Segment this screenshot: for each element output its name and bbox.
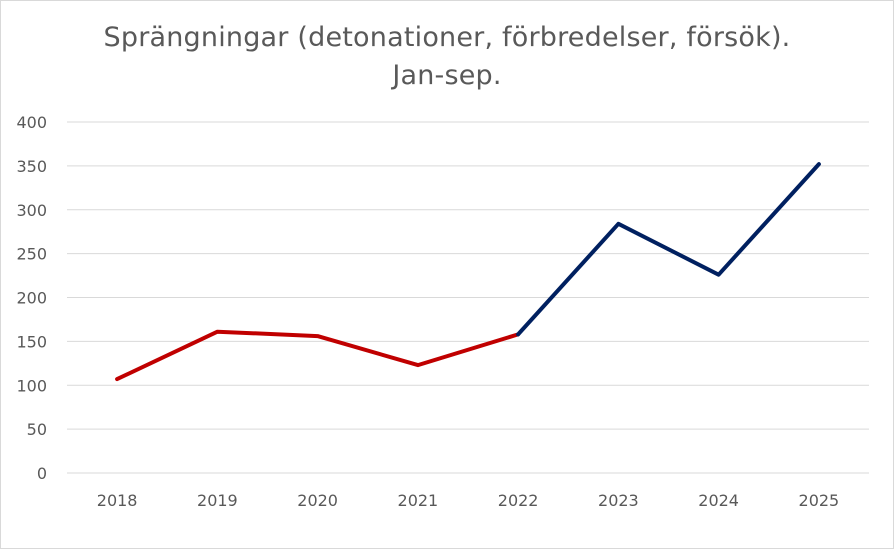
series-line-2022-2025 bbox=[516, 162, 821, 337]
x-tick-label: 2020 bbox=[297, 491, 338, 510]
y-tick-label: 200 bbox=[16, 289, 47, 308]
y-tick-label: 50 bbox=[27, 420, 47, 439]
y-tick-label: 250 bbox=[16, 245, 47, 264]
x-tick-label: 2025 bbox=[799, 491, 840, 510]
y-tick-label: 0 bbox=[37, 464, 47, 483]
x-axis-tick-labels: 2018 2019 2020 2021 2022 2023 2024 2025 bbox=[97, 491, 839, 510]
chart-title-line-1: Sprängningar (detonationer, förbredelser… bbox=[103, 22, 791, 53]
series-line-2018-2022 bbox=[115, 329, 521, 382]
y-tick-label: 400 bbox=[16, 113, 47, 132]
x-tick-label: 2023 bbox=[598, 491, 639, 510]
gridlines bbox=[67, 121, 869, 474]
x-tick-label: 2024 bbox=[698, 491, 739, 510]
y-tick-label: 350 bbox=[16, 157, 47, 176]
y-tick-label: 150 bbox=[16, 332, 47, 351]
x-tick-label: 2019 bbox=[197, 491, 238, 510]
x-tick-label: 2018 bbox=[97, 491, 138, 510]
x-tick-label: 2022 bbox=[498, 491, 539, 510]
chart-title: Sprängningar (detonationer, förbredelser… bbox=[1, 19, 893, 95]
y-tick-label: 300 bbox=[16, 201, 47, 220]
series-lines bbox=[115, 162, 821, 382]
y-tick-label: 100 bbox=[16, 376, 47, 395]
y-axis-tick-labels: 0 50 100 150 200 250 300 350 400 bbox=[16, 113, 47, 483]
x-tick-label: 2021 bbox=[398, 491, 439, 510]
chart-title-line-2: Jan-sep. bbox=[392, 60, 502, 91]
